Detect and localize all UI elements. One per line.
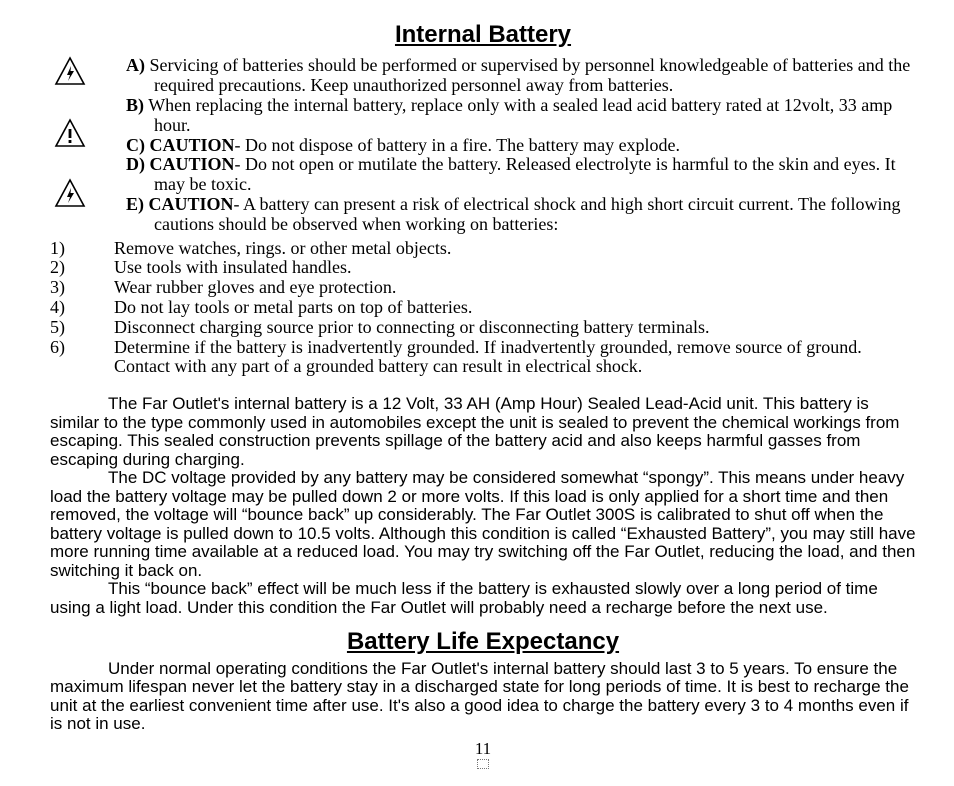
item-d: D) CAUTION- Do not open or mutilate the … xyxy=(126,155,916,195)
num-1-text: Remove watches, rings. or other metal ob… xyxy=(114,239,916,259)
num-6-label: 6) xyxy=(50,338,114,378)
item-d-caution: CAUTION xyxy=(150,154,235,174)
num-4-text: Do not lay tools or metal parts on top o… xyxy=(114,298,916,318)
item-d-label: D) xyxy=(126,154,145,174)
page-number: 11 xyxy=(50,740,916,757)
item-c-label: C) xyxy=(126,135,145,155)
exclamation-warning-icon xyxy=(54,118,86,150)
num-item-4: 4)Do not lay tools or metal parts on top… xyxy=(50,298,916,318)
item-c-text: - Do not dispose of battery in a fire. T… xyxy=(235,135,681,155)
item-e-caution: CAUTION xyxy=(149,194,234,214)
lightning-warning-icon xyxy=(54,56,86,88)
num-5-text: Disconnect charging source prior to conn… xyxy=(114,318,916,338)
num-3-text: Wear rubber gloves and eye protection. xyxy=(114,278,916,298)
num-item-2: 2)Use tools with insulated handles. xyxy=(50,258,916,278)
num-4-label: 4) xyxy=(50,298,114,318)
item-b: B) When replacing the internal battery, … xyxy=(126,96,916,136)
item-e-text: - A battery can present a risk of electr… xyxy=(154,194,900,234)
item-e-label: E) xyxy=(126,194,144,214)
letter-list: A) Servicing of batteries should be perf… xyxy=(126,56,916,234)
document-page: Internal Battery A) Servicing of batteri… xyxy=(0,0,954,779)
item-c: C) CAUTION- Do not dispose of battery in… xyxy=(126,136,916,156)
paragraph-3: This “bounce back” effect will be much l… xyxy=(50,580,916,617)
section-title-internal-battery: Internal Battery xyxy=(50,22,916,48)
num-item-6: 6)Determine if the battery is inadverten… xyxy=(50,338,916,378)
num-3-label: 3) xyxy=(50,278,114,298)
item-a-text: Servicing of batteries should be perform… xyxy=(150,55,911,95)
num-item-3: 3)Wear rubber gloves and eye protection. xyxy=(50,278,916,298)
item-c-caution: CAUTION xyxy=(150,135,235,155)
num-2-text: Use tools with insulated handles. xyxy=(114,258,916,278)
num-5-label: 5) xyxy=(50,318,114,338)
paragraph-1: The Far Outlet's internal battery is a 1… xyxy=(50,395,916,469)
item-e: E) CAUTION- A battery can present a risk… xyxy=(126,195,916,235)
num-item-1: 1)Remove watches, rings. or other metal … xyxy=(50,239,916,259)
numbered-list: 1)Remove watches, rings. or other metal … xyxy=(50,239,916,378)
item-a: A) Servicing of batteries should be perf… xyxy=(126,56,916,96)
item-b-label: B) xyxy=(126,95,144,115)
item-d-text: - Do not open or mutilate the battery. R… xyxy=(154,154,896,194)
num-2-label: 2) xyxy=(50,258,114,278)
body-paragraphs: The Far Outlet's internal battery is a 1… xyxy=(50,395,916,617)
paragraph-2: The DC voltage provided by any battery m… xyxy=(50,469,916,580)
page-anchor-icon xyxy=(477,759,489,769)
num-1-label: 1) xyxy=(50,239,114,259)
paragraph-4: Under normal operating conditions the Fa… xyxy=(50,660,916,734)
item-b-text: When replacing the internal battery, rep… xyxy=(148,95,892,135)
item-a-label: A) xyxy=(126,55,145,75)
num-item-5: 5)Disconnect charging source prior to co… xyxy=(50,318,916,338)
lightning-warning-icon xyxy=(54,178,86,210)
section-title-battery-life: Battery Life Expectancy xyxy=(50,629,916,655)
num-6-text: Determine if the battery is inadvertentl… xyxy=(114,338,916,378)
